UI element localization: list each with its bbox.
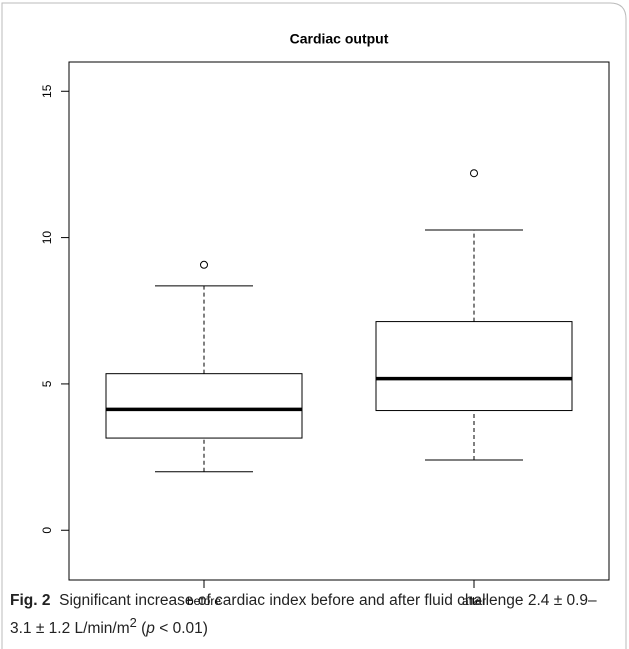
outlier xyxy=(470,169,478,178)
chart-title: Cardiac output xyxy=(290,31,389,47)
y-tick-label: 0 xyxy=(40,527,54,534)
caption-text: Significant increase of cardiac index be… xyxy=(10,592,597,638)
y-tick-label: 15 xyxy=(40,84,54,98)
caption-text: ( xyxy=(136,620,147,638)
caption: Fig. 2 Significant increase of cardiac i… xyxy=(10,590,600,640)
box xyxy=(105,373,303,439)
outlier xyxy=(200,260,208,269)
x-tick-label: after xyxy=(462,594,486,608)
caption-label: Fig. 2 xyxy=(10,592,51,609)
y-tick-label: 10 xyxy=(40,231,54,245)
caption-sup: 2 xyxy=(129,615,137,630)
x-tick-label: before xyxy=(187,594,221,608)
box xyxy=(375,321,573,412)
caption-text: < 0.01) xyxy=(154,620,208,638)
caption-italic: p xyxy=(146,620,155,638)
plot-frame xyxy=(68,61,610,581)
y-tick-label: 5 xyxy=(40,380,54,387)
